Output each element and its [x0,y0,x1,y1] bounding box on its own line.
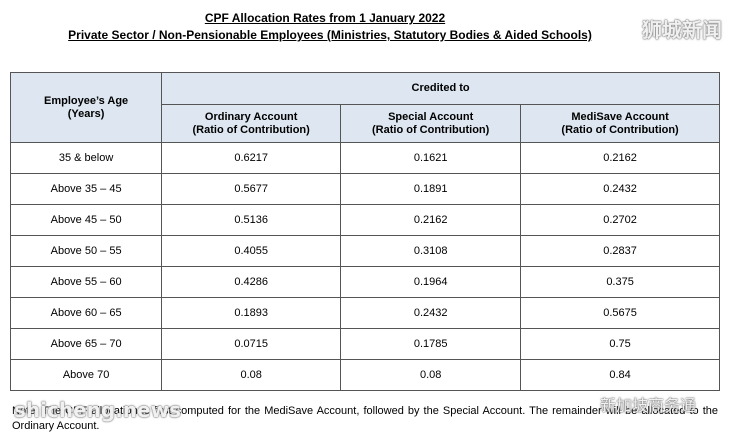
header-line: Ordinary Account [204,110,298,123]
table-cell: 0.5136 [161,204,342,236]
header-line: Employee’s Age [44,94,129,107]
table-cell: 0.2702 [520,204,720,236]
table-cell: Above 35 – 45 [9,173,163,205]
table-cell: 0.08 [340,359,522,391]
header-line: MediSave Account [571,110,669,123]
table-cell: 0.08 [161,359,342,391]
header-cell: MediSave Account (Ratio of Contribution) [520,104,720,143]
table-cell: 0.1621 [340,142,522,174]
table-cell: 0.2837 [520,235,720,267]
table-cell: 0.6217 [161,142,342,174]
table-cell: 0.75 [520,328,720,360]
table-cell: Above 70 [9,359,163,391]
table-cell: 0.84 [520,359,720,391]
title: CPF Allocation Rates from 1 January 2022 [204,11,446,25]
table-cell: 0.5675 [520,297,720,329]
header-row: Ordinary Account (Ratio of Contribution) S… [11,104,720,143]
table-cell: 0.1893 [161,297,342,329]
table-cell: 0.4055 [161,235,342,267]
header-row: Employee’s Age (Years) Credited to [9,72,720,143]
table-row: Above 50 – 55 0.4055 0.3108 0.2837 [9,235,720,267]
table-cell: Above 65 – 70 [9,328,163,360]
header-cell: Employee’s Age (Years) [9,72,163,143]
note: Note: The CPF allocation is first comput… [12,405,718,432]
table-cell: 0.2432 [520,173,720,205]
table-cell: 0.0715 [161,328,342,360]
table-row: Above 35 – 45 0.5677 0.1891 0.2432 [9,173,720,205]
table-cell: 0.1964 [340,266,522,298]
header-cell: Special Account (Ratio of Contribution) [340,104,522,143]
table-row: Above 60 – 65 0.1893 0.2432 0.5675 [9,297,720,329]
header-line: Special Account [388,110,474,123]
allocation-table: Employee’s Age (Years) Credited to Ordinary… [9,72,720,391]
table-row: 35 & below 0.6217 0.1621 0.2162 [9,142,720,174]
header-line: (Ratio of Contribution) [372,123,490,136]
subtitle: Private Sector / Non-Pensionable Employe… [68,28,592,42]
table-cell: Above 55 – 60 [9,266,163,298]
table-cell: 0.1785 [340,328,522,360]
table-cell: 0.5677 [161,173,342,205]
table-cell: 0.2162 [520,142,720,174]
table-cell: Above 50 – 55 [9,235,163,267]
table-cell: 0.2432 [340,297,522,329]
table-cell: 0.3108 [340,235,522,267]
table-row: Above 45 – 50 0.5136 0.2162 0.2702 [9,204,720,236]
table-row: Above 65 – 70 0.0715 0.1785 0.75 [9,328,720,360]
table-cell: 0.1891 [340,173,522,205]
watermark: 狮城新闻 [642,18,722,42]
table-cell: Above 45 – 50 [9,204,163,236]
header-line: (Years) [67,107,105,120]
table-cell: 0.2162 [340,204,522,236]
table-cell: 0.375 [520,266,720,298]
header-cell: Credited to [161,72,720,105]
header-line: (Ratio of Contribution) [561,123,679,136]
header-cell: Ordinary Account (Ratio of Contribution) [161,104,342,143]
watermark: 新加坡商务通 [600,396,697,415]
table-cell: 35 & below [9,142,163,174]
table-cell: 0.4286 [161,266,342,298]
table-row: Above 70 0.08 0.08 0.84 [9,359,720,391]
watermark: shicheng.news [14,398,181,422]
header-line: (Ratio of Contribution) [192,123,310,136]
table-cell: Above 60 – 65 [9,297,163,329]
table-row: Above 55 – 60 0.4286 0.1964 0.375 [9,266,720,298]
